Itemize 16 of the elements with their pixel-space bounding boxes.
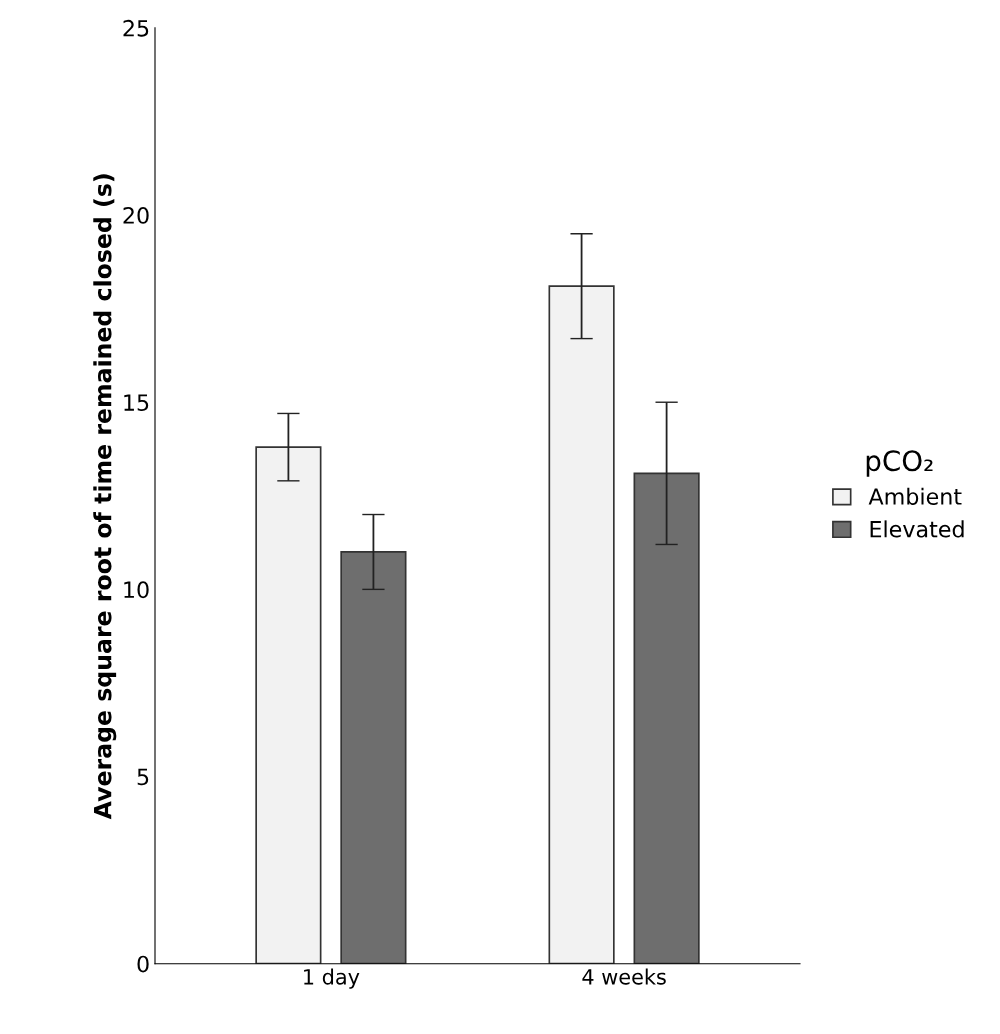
x-tick-label: 4 weeks	[582, 968, 666, 985]
y-tick-label: 20	[123, 207, 149, 224]
x-tick-label: 1 day	[304, 968, 360, 989]
y-axis-title: Average square root of time remained closed (s)	[93, 174, 117, 820]
y-tick-label: 10	[124, 581, 149, 599]
legend-label: Ambient	[868, 487, 962, 505]
bar	[340, 551, 407, 964]
y-tick-label: 15	[124, 394, 149, 411]
legend-label: Elevated	[870, 520, 964, 538]
legend-title: pCO₂	[866, 450, 933, 477]
y-tick-label: 5	[137, 768, 149, 786]
bar	[633, 472, 700, 964]
y-tick-label: 25	[123, 19, 149, 37]
bar	[548, 285, 615, 964]
y-tick-label: 0	[137, 955, 149, 973]
bar	[255, 446, 322, 964]
